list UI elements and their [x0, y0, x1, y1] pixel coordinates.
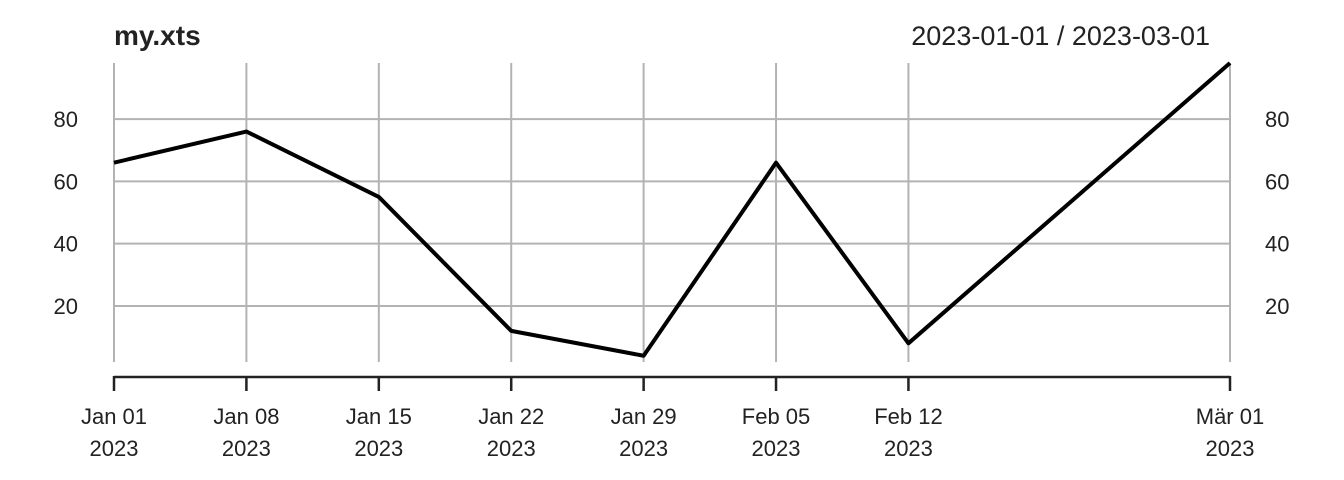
x-tick-label-year: 2023 [90, 436, 139, 461]
x-tick-label: Mär 01 [1196, 404, 1264, 429]
x-tick-label-year: 2023 [1206, 436, 1255, 461]
x-tick-label: Jan 22 [478, 404, 544, 429]
y-tick-label-right: 80 [1265, 107, 1289, 132]
y-tick-label-right: 60 [1265, 169, 1289, 194]
x-tick-label: Feb 12 [874, 404, 943, 429]
x-axis: Jan 01 2023 Jan 08 2023 Jan 15 2023 Jan 22 2023… [81, 375, 1264, 461]
date-range-label: 2023-01-01 / 2023-03-01 [911, 21, 1210, 51]
x-tick-label: Jan 01 [81, 404, 147, 429]
y-tick-label-left: 60 [54, 169, 78, 194]
x-tick-label-year: 2023 [752, 436, 801, 461]
x-tick-label-year: 2023 [222, 436, 271, 461]
y-tick-label-right: 20 [1265, 294, 1289, 319]
chart-title: my.xts [114, 20, 201, 51]
x-tick-label-year: 2023 [884, 436, 933, 461]
y-tick-label-right: 40 [1265, 232, 1289, 257]
x-tick-label: Jan 08 [213, 404, 279, 429]
x-tick-label: Feb 05 [742, 404, 811, 429]
series-line-0 [113, 61, 1232, 358]
y-tick-label-left: 20 [54, 294, 78, 319]
x-tick-label: Jan 15 [346, 404, 412, 429]
grid [113, 63, 1231, 362]
y-tick-label-left: 80 [54, 107, 78, 132]
y-tick-label-left: 40 [54, 232, 78, 257]
series-layer [113, 61, 1232, 358]
x-tick-label: Jan 29 [611, 404, 677, 429]
x-tick-label-year: 2023 [487, 436, 536, 461]
x-tick-label-year: 2023 [354, 436, 403, 461]
y-axis-labels: 20 20 40 40 60 60 80 80 [54, 107, 1290, 319]
x-tick-label-year: 2023 [619, 436, 668, 461]
